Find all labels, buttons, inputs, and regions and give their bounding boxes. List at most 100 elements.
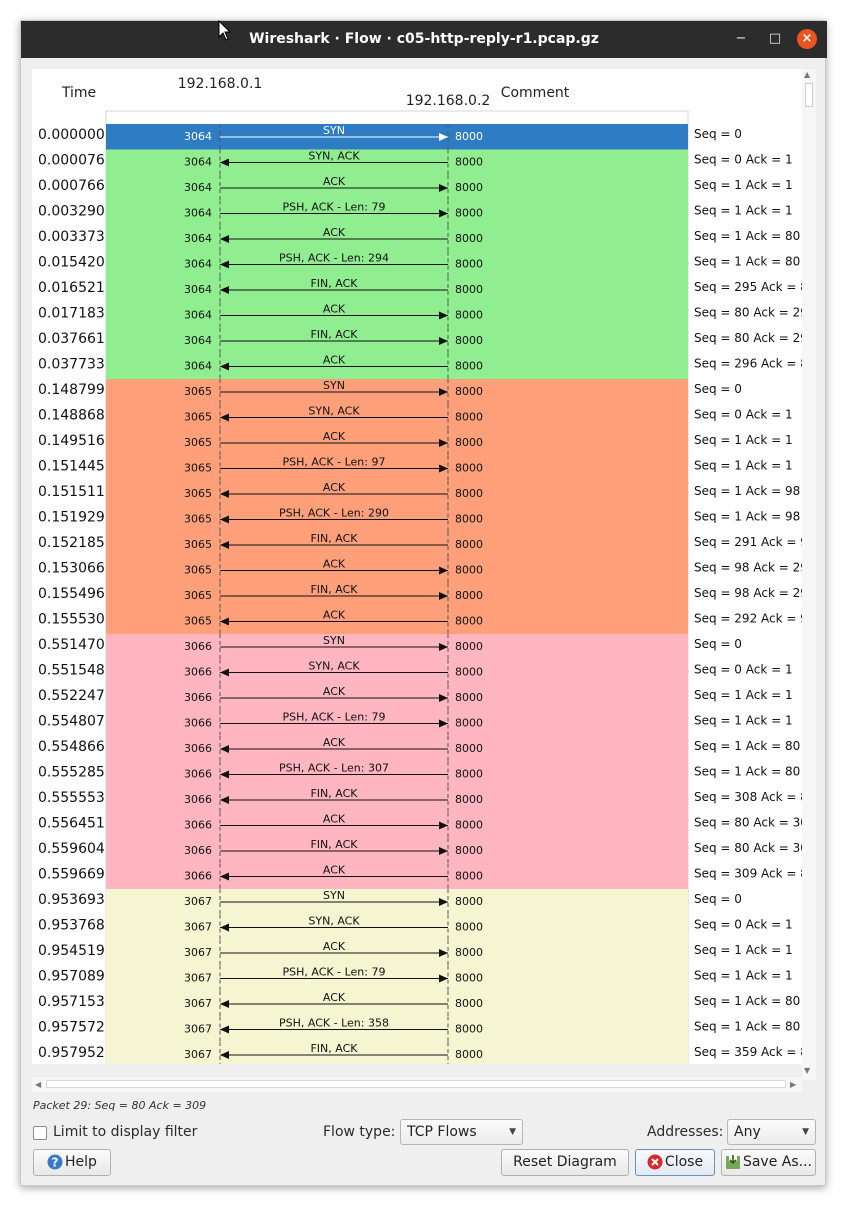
scroll-down-icon[interactable]: ▼ xyxy=(804,1066,811,1075)
flow-row[interactable]: 0.551470 3066 8000 SYN Seq = 0 xyxy=(38,634,742,661)
flow-row[interactable]: 0.559604 3066 8000 FIN, ACK Seq = 80 Ack = 3… xyxy=(38,838,802,865)
flow-row[interactable]: 0.000076 3064 8000 SYN, ACK Seq = 0 Ack = 1 xyxy=(38,149,793,176)
minimize-button[interactable]: − xyxy=(735,31,747,46)
flow-row[interactable]: 0.155530 3065 8000 ACK Seq = 292 Ack = 99 xyxy=(38,608,802,635)
flow-row[interactable]: 0.000766 3064 8000 ACK Seq = 1 Ack = 1 xyxy=(38,175,793,202)
flow-label: ACK xyxy=(323,864,346,877)
flow-time: 0.000076 xyxy=(38,153,105,169)
flow-row[interactable]: 0.037661 3064 8000 FIN, ACK Seq = 80 Ack = 2… xyxy=(38,328,802,355)
flow-time: 0.149516 xyxy=(38,433,105,449)
vertical-scroll-thumb[interactable] xyxy=(805,83,813,107)
flow-comment: Seq = 98 Ack = 292 xyxy=(694,586,802,600)
flow-row[interactable]: 0.957572 3067 8000 PSH, ACK - Len: 358 Seq =… xyxy=(38,1016,800,1043)
flow-row[interactable]: 0.037733 3064 8000 ACK Seq = 296 Ack = 81 xyxy=(38,353,802,380)
flow-comment: Seq = 1 Ack = 1 xyxy=(694,943,793,957)
flow-time: 0.953768 xyxy=(38,918,105,934)
flow-row[interactable]: 0.554807 3066 8000 PSH, ACK - Len: 79 Seq = … xyxy=(38,710,793,737)
flow-label: ACK xyxy=(323,354,346,367)
flow-dst-port: 8000 xyxy=(455,156,483,169)
flow-time: 0.552247 xyxy=(38,688,105,704)
flow-label: FIN, ACK xyxy=(310,1042,358,1055)
flow-label: ACK xyxy=(323,481,346,494)
maximize-button[interactable]: □ xyxy=(768,31,782,46)
flow-comment: Seq = 1 Ack = 80 xyxy=(694,994,800,1008)
flow-row[interactable]: 0.015420 3064 8000 PSH, ACK - Len: 294 Seq =… xyxy=(38,251,800,278)
flow-label: PSH, ACK - Len: 307 xyxy=(279,762,389,775)
flow-row[interactable]: 0.148868 3065 8000 SYN, ACK Seq = 0 Ack = 1 xyxy=(38,404,793,431)
scroll-up-icon[interactable]: ▲ xyxy=(804,70,811,79)
flow-src-port: 3067 xyxy=(184,1048,212,1061)
close-window-button[interactable]: × xyxy=(797,29,817,49)
flow-row[interactable]: 0.551548 3066 8000 SYN, ACK Seq = 0 Ack = 1 xyxy=(38,659,793,686)
addresses-select[interactable]: Any ▼ xyxy=(727,1119,816,1145)
flow-type-select[interactable]: TCP Flows ▼ xyxy=(400,1119,523,1145)
title-bar[interactable]: Wireshark · Flow · c05-http-reply-r1.pca… xyxy=(21,21,827,58)
addresses-label: Addresses: xyxy=(647,1124,724,1140)
flow-dst-port: 8000 xyxy=(455,946,483,959)
save-as-button[interactable]: Save As... xyxy=(721,1149,816,1176)
scroll-right-icon[interactable]: ▶ xyxy=(790,1080,797,1089)
flow-time: 0.954519 xyxy=(38,943,105,959)
flow-dst-port: 8000 xyxy=(455,462,483,475)
flow-time: 0.554807 xyxy=(38,714,105,730)
scroll-left-icon[interactable]: ◀ xyxy=(35,1080,42,1089)
flow-dst-port: 8000 xyxy=(455,819,483,832)
horizontal-scrollbar[interactable]: ◀ ▶ xyxy=(32,1077,802,1092)
flow-row[interactable]: 0.954519 3067 8000 ACK Seq = 1 Ack = 1 xyxy=(38,940,793,967)
flow-row[interactable]: 0.003373 3064 8000 ACK Seq = 1 Ack = 80 xyxy=(38,226,800,253)
flow-row[interactable]: 0.957089 3067 8000 PSH, ACK - Len: 79 Seq = … xyxy=(38,965,793,992)
flow-row[interactable]: 0.151511 3065 8000 ACK Seq = 1 Ack = 98 xyxy=(38,481,800,508)
flow-row[interactable]: 0.957153 3067 8000 ACK Seq = 1 Ack = 80 xyxy=(38,991,800,1018)
flow-src-port: 3064 xyxy=(184,156,212,169)
status-text: Packet 29: Seq = 80 Ack = 309 xyxy=(33,1099,207,1112)
flow-row[interactable]: 0.149516 3065 8000 ACK Seq = 1 Ack = 1 xyxy=(38,430,793,457)
limit-filter-checkbox[interactable] xyxy=(33,1126,47,1140)
flow-row[interactable]: 0.554866 3066 8000 ACK Seq = 1 Ack = 80 xyxy=(38,736,800,763)
help-button[interactable]: ? Help xyxy=(33,1149,111,1176)
flow-row[interactable]: 0.552247 3066 8000 ACK Seq = 1 Ack = 1 xyxy=(38,685,793,712)
flow-row[interactable]: 0.152185 3065 8000 FIN, ACK Seq = 291 Ack = … xyxy=(38,532,802,559)
flow-src-port: 3066 xyxy=(184,819,212,832)
arrow-head-icon xyxy=(439,184,448,192)
flow-row[interactable]: 0.016521 3064 8000 FIN, ACK Seq = 295 Ack = … xyxy=(38,277,802,304)
flow-time: 0.556451 xyxy=(38,816,105,832)
flow-comment: Seq = 1 Ack = 80 xyxy=(694,255,800,269)
flow-row[interactable]: 0.000000 3064 8000 SYN Seq = 0 xyxy=(38,124,742,151)
save-as-label: Save As... xyxy=(742,1154,813,1170)
flow-row-band xyxy=(106,1042,688,1064)
horizontal-scroll-thumb[interactable] xyxy=(46,1080,786,1088)
close-button[interactable]: Close xyxy=(635,1149,715,1176)
flow-row[interactable]: 0.151445 3065 8000 PSH, ACK - Len: 97 Seq = … xyxy=(38,455,793,482)
flow-row[interactable]: 0.017183 3064 8000 ACK Seq = 80 Ack = 296 xyxy=(38,302,802,329)
flow-row[interactable]: 0.153066 3065 8000 ACK Seq = 98 Ack = 292 xyxy=(38,557,802,584)
flow-comment: Seq = 80 Ack = 309 xyxy=(694,841,802,855)
flow-row[interactable]: 0.953768 3067 8000 SYN, ACK Seq = 0 Ack = 1 xyxy=(38,914,793,941)
vertical-scrollbar[interactable]: ▲ ▼ xyxy=(802,69,816,1080)
flow-row[interactable]: 0.155496 3065 8000 FIN, ACK Seq = 98 Ack = 2… xyxy=(38,583,802,610)
reset-label: Reset Diagram xyxy=(513,1154,617,1170)
arrow-head-icon xyxy=(439,439,448,447)
flow-label: PSH, ACK - Len: 290 xyxy=(279,507,389,520)
flow-row[interactable]: 0.559669 3066 8000 ACK Seq = 309 Ack = 81 xyxy=(38,863,802,890)
flow-dst-port: 8000 xyxy=(455,487,483,500)
flow-label: SYN, ACK xyxy=(308,405,360,418)
flow-time: 0.003290 xyxy=(38,204,105,220)
flow-row[interactable]: 0.555553 3066 8000 FIN, ACK Seq = 308 Ack = … xyxy=(38,787,802,814)
flow-time: 0.551470 xyxy=(38,637,105,653)
flow-diagram[interactable]: Time 192.168.0.1 192.168.0.2 Comment 0.0… xyxy=(32,69,802,1064)
flow-row[interactable]: 0.953693 3067 8000 SYN Seq = 0 xyxy=(38,889,742,916)
arrow-head-icon xyxy=(220,362,229,371)
flow-row[interactable]: 0.957952 3067 8000 FIN, ACK Seq = 359 Ack = … xyxy=(38,1042,802,1064)
reset-diagram-button[interactable]: Reset Diagram xyxy=(501,1149,629,1176)
flow-time: 0.037733 xyxy=(38,357,105,373)
flow-dst-port: 8000 xyxy=(455,768,483,781)
arrow-head-icon xyxy=(439,821,448,830)
flow-label: SYN xyxy=(323,634,345,647)
arrow-head-icon xyxy=(220,617,229,626)
flow-row[interactable]: 0.556451 3066 8000 ACK Seq = 80 Ack = 309 xyxy=(38,812,802,839)
flow-src-port: 3067 xyxy=(184,997,212,1010)
flow-row[interactable]: 0.148799 3065 8000 SYN Seq = 0 xyxy=(38,379,742,406)
flow-row[interactable]: 0.555285 3066 8000 PSH, ACK - Len: 307 Seq =… xyxy=(38,761,800,788)
flow-row[interactable]: 0.151929 3065 8000 PSH, ACK - Len: 290 Seq =… xyxy=(38,506,800,533)
flow-row[interactable]: 0.003290 3064 8000 PSH, ACK - Len: 79 Seq = … xyxy=(38,200,793,227)
